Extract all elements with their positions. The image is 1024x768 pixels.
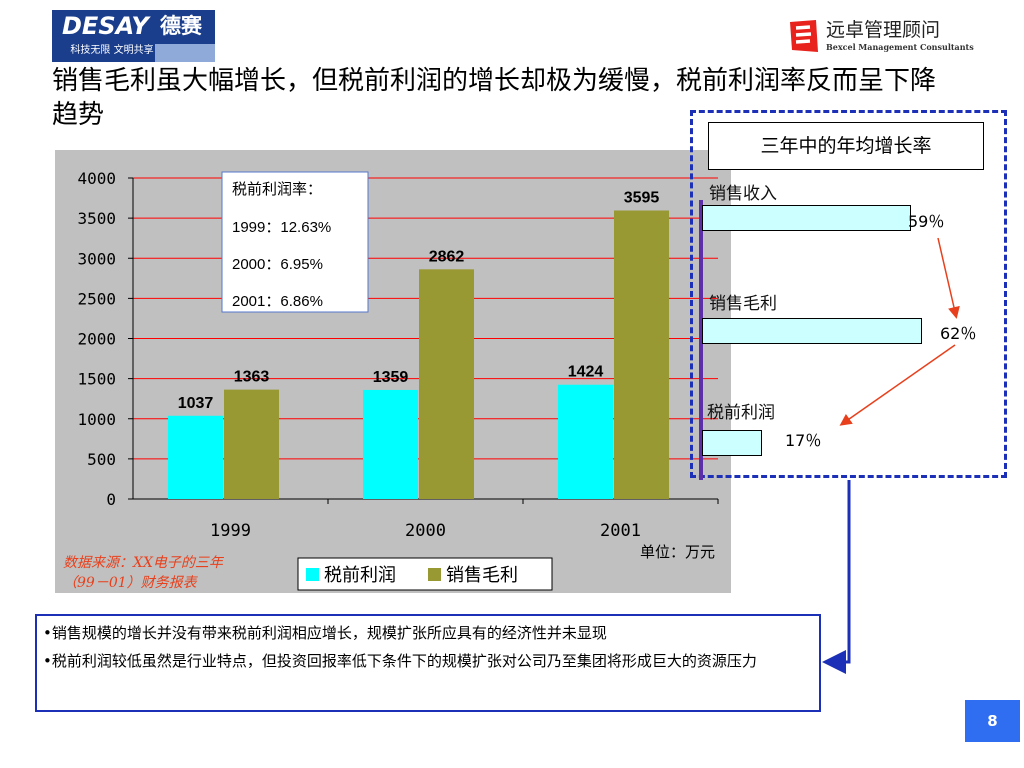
bexcel-logo: 远卓管理顾问 Bexcel Management Consultants — [786, 18, 974, 56]
bar-pretax-profit-2001 — [558, 384, 613, 499]
legend-label: 税前利润 — [324, 565, 396, 586]
arrow-to-conclusion — [822, 480, 851, 674]
chart-panel: 0 500 1000 1500 2000 2500 3000 3500 4000 1999 1037… — [55, 150, 731, 593]
margin-annotation-box — [221, 171, 369, 313]
margin-annotation-line: 2000：6.95% — [232, 256, 323, 273]
data-label: 1363 — [234, 369, 270, 386]
growth-panel-frame — [690, 110, 1007, 478]
growth-axis-line — [699, 200, 703, 480]
bexcel-emblem-icon — [790, 20, 818, 52]
data-label: 1037 — [178, 395, 214, 412]
bar-gross-profit-2000 — [419, 269, 474, 499]
desay-brand-latin: DESAY — [62, 12, 149, 40]
y-tick-label: 0 — [106, 490, 116, 509]
data-label: 2862 — [429, 248, 465, 265]
data-label: 3595 — [624, 190, 660, 207]
margin-annotation-line: 1999：12.63% — [232, 219, 331, 236]
desay-logo-stripe — [155, 44, 215, 62]
growth-pct-pretax-profit: 17％ — [785, 431, 822, 450]
growth-panel-title: 三年中的年均增长率 — [708, 122, 984, 170]
conclusion-bullet-2: •税前利润较低虽然是行业特点，但投资回报率低下条件下的规模扩张对公司乃至集团将形… — [43, 652, 757, 670]
x-tick-label: 2000 — [405, 521, 446, 541]
y-tick-label: 1500 — [77, 370, 116, 389]
bexcel-name-cn: 远卓管理顾问 — [826, 19, 941, 41]
y-tick-label: 2000 — [77, 330, 116, 349]
desay-brand-cn: 德赛 — [160, 13, 202, 38]
x-tick-label: 1999 — [210, 521, 251, 541]
bar-gross-profit-2001 — [614, 210, 669, 499]
bar-gross-profit-1999 — [224, 389, 279, 499]
y-tick-label: 1000 — [77, 410, 116, 429]
y-tick-label: 3000 — [77, 249, 116, 268]
desay-logo: DESAY 德赛 科技无限 文明共享 — [52, 10, 215, 62]
margin-annotation-title: 税前利润率： — [232, 180, 322, 198]
y-tick-label: 3500 — [77, 209, 116, 228]
legend-box — [297, 557, 553, 591]
bexcel-name-en: Bexcel Management Consultants — [826, 42, 974, 52]
page-number-badge: 8 — [965, 700, 1020, 742]
margin-annotation-line: 2001：6.86% — [232, 293, 323, 310]
growth-label-pretax-profit: 税前利润 — [707, 403, 775, 423]
y-tick-label: 4000 — [77, 169, 116, 188]
bar-pretax-profit-2000 — [363, 389, 418, 499]
unit-label: 单位：万元 — [640, 543, 715, 561]
growth-bar-revenue — [702, 205, 911, 231]
bar-chart: 0 500 1000 1500 2000 2500 3000 3500 4000 1999 1037… — [63, 169, 719, 591]
desay-slogan: 科技无限 文明共享 — [70, 45, 154, 56]
conclusion-box: •销售规模的增长并没有带来税前利润相应增长，规模扩张所应具有的经济性并未显现 •… — [35, 614, 821, 712]
data-label: 1424 — [568, 364, 604, 381]
growth-pct-revenue: 59％ — [908, 212, 945, 231]
growth-label-gross-profit: 销售毛利 — [709, 294, 777, 314]
y-tick-label: 2500 — [77, 289, 116, 308]
source-note-line1: 数据来源：XX电子的三年 — [63, 555, 225, 571]
x-tick-label: 2001 — [600, 521, 641, 541]
conclusion-bullet-1: •销售规模的增长并没有带来税前利润相应增长，规模扩张所应具有的经济性并未显现 — [43, 624, 607, 642]
legend-swatch — [306, 568, 319, 581]
growth-label-revenue: 销售收入 — [709, 184, 777, 204]
bar-pretax-profit-1999 — [168, 415, 223, 499]
y-tick-label: 500 — [87, 450, 116, 469]
source-note-line2: （99－01）财务报表 — [63, 575, 199, 591]
growth-pct-gross-profit: 62％ — [940, 324, 977, 343]
growth-bar-pretax-profit — [702, 430, 762, 456]
data-label: 1359 — [373, 369, 409, 386]
growth-bar-gross-profit — [702, 318, 922, 344]
legend-label: 销售毛利 — [446, 565, 518, 586]
legend-swatch — [428, 568, 441, 581]
slide-title: 销售毛利虽大幅增长，但税前利润的增长却极为缓慢，税前利润率反而呈下降趋势 — [52, 66, 937, 130]
